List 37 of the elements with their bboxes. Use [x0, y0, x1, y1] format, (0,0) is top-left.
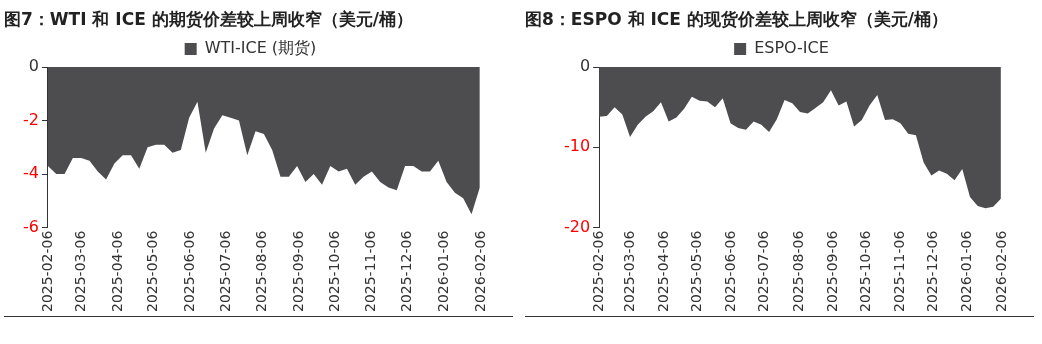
x-tick-label: 2025-11-06 — [891, 230, 908, 313]
legend-label: ESPO-ICE — [754, 38, 829, 58]
x-tick-label: 2025-05-06 — [144, 230, 161, 313]
x-tick-label: 2025-06-06 — [722, 230, 739, 313]
x-tick-label: 2025-07-06 — [755, 230, 772, 313]
x-tick-label: 2025-03-06 — [620, 230, 637, 313]
x-tick-label: 2026-02-06 — [471, 230, 488, 313]
y-tick-label: 0 — [28, 56, 39, 76]
y-tick-label: -10 — [563, 136, 591, 156]
x-tick-label: 2025-07-06 — [216, 230, 233, 313]
x-tick-label: 2025-09-06 — [823, 230, 840, 313]
x-tick-label: 2026-01-06 — [958, 230, 975, 313]
x-tick-label: 2025-09-06 — [290, 230, 307, 313]
legend-label: WTI-ICE (期货) — [204, 38, 317, 58]
x-tick-label: 2025-05-06 — [688, 230, 705, 313]
x-tick-label: 2025-04-06 — [108, 230, 125, 313]
x-tick-label: 2025-12-06 — [924, 230, 941, 313]
x-tick-label: 2025-10-06 — [856, 230, 873, 313]
x-tick-label: 2025-12-06 — [398, 230, 415, 313]
y-tick-label: -4 — [23, 163, 39, 183]
y-tick-label: -2 — [23, 109, 39, 129]
x-tick-label: 2025-11-06 — [362, 230, 379, 313]
x-tick-label: 2025-08-06 — [789, 230, 806, 313]
chart-title: 图8：ESPO 和 ICE 的现货价差较上周收窄（美元/桶） — [524, 8, 949, 31]
x-tick-label: 2025-02-06 — [38, 230, 55, 313]
x-tick-label: 2025-10-06 — [325, 230, 342, 313]
x-tick-label: 2025-02-06 — [589, 230, 606, 313]
x-tick-label: 2025-03-06 — [71, 230, 88, 313]
x-tick-label: 2025-06-06 — [180, 230, 197, 313]
chart-title: 图7：WTI 和 ICE 的期货价差较上周收窄（美元/桶） — [3, 8, 414, 31]
y-tick-label: -6 — [23, 216, 39, 236]
x-tick-label: 2025-08-06 — [253, 230, 270, 313]
y-tick-label: -20 — [563, 216, 591, 236]
x-tick-label: 2025-04-06 — [654, 230, 671, 313]
x-tick-label: 2026-01-06 — [434, 230, 451, 313]
y-tick-label: 0 — [579, 56, 591, 76]
x-tick-label: 2026-02-06 — [992, 230, 1009, 313]
